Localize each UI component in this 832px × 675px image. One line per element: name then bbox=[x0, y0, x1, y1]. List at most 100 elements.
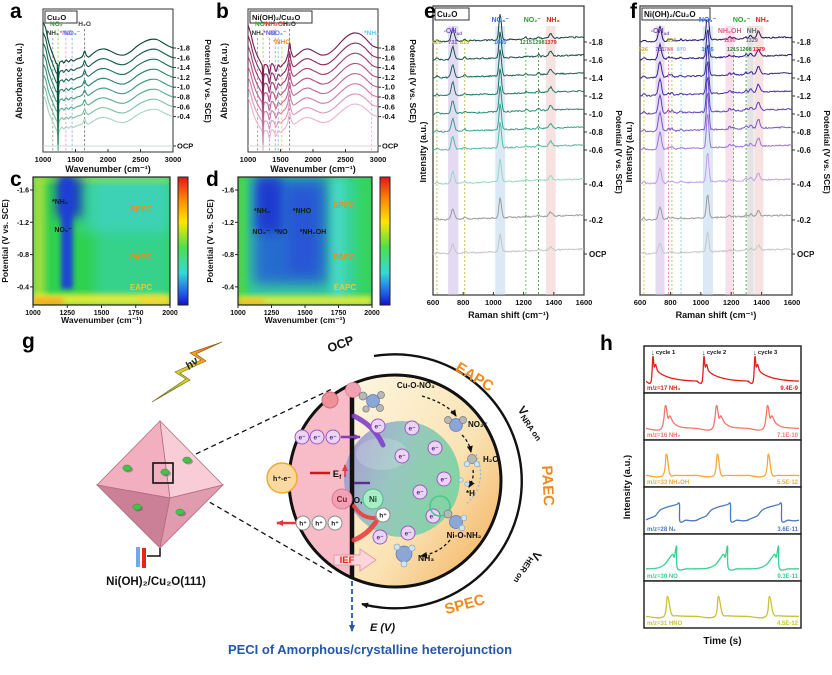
crystalline-half bbox=[288, 384, 352, 578]
spectrum-curve bbox=[248, 24, 378, 93]
x-tick-label: 1500 bbox=[272, 155, 289, 164]
x-tick-label: 2000 bbox=[364, 310, 380, 317]
molecule-atom bbox=[377, 391, 385, 399]
potential-label: OCP bbox=[797, 250, 815, 259]
no2-label: NO₂⁻ bbox=[468, 420, 488, 429]
panel-letter-a: a bbox=[10, 0, 22, 23]
highlight-band bbox=[448, 26, 459, 295]
heat-layer bbox=[238, 296, 372, 305]
ief-label: IEF bbox=[340, 555, 355, 566]
potential-label: OCP bbox=[177, 142, 193, 151]
x-axis-label: Wavenumber (cm⁻¹) bbox=[270, 164, 355, 174]
arc-label-ocp: OCP bbox=[326, 333, 356, 355]
heat-layer bbox=[331, 177, 345, 297]
ms-row-label: m/z=17 NH₃ bbox=[647, 386, 681, 392]
arc-label-vher: VHER on bbox=[511, 548, 544, 588]
molecule-atom bbox=[366, 394, 380, 408]
species-label: H₂O bbox=[78, 21, 91, 28]
hole-circle bbox=[311, 515, 327, 531]
spectrum-curve bbox=[43, 21, 173, 112]
colorbar bbox=[379, 176, 391, 306]
spectrum-curve bbox=[433, 103, 584, 133]
heatmap-label: EAPC bbox=[334, 283, 356, 292]
wavenumber-label: 1379 bbox=[753, 47, 765, 53]
y-tick-label: -1.2 bbox=[222, 220, 234, 227]
fermi-label: Ef bbox=[333, 469, 342, 481]
potential-label: -1.6 bbox=[382, 53, 395, 62]
octahedron-face bbox=[96, 420, 171, 499]
hole-circle bbox=[375, 507, 391, 523]
heat-layer bbox=[289, 188, 317, 273]
ief-arrow bbox=[333, 548, 377, 572]
wavenumber-label: 810 bbox=[460, 40, 469, 46]
potential-label: -0.6 bbox=[589, 146, 603, 155]
potential-label: -1.8 bbox=[797, 38, 811, 47]
highlight-band bbox=[725, 26, 734, 295]
ni-o-nh2-label: Ni-O-NH₂ bbox=[447, 531, 482, 540]
ni-ring bbox=[429, 495, 451, 517]
ms-trace bbox=[645, 545, 800, 571]
spectrum-curve bbox=[433, 122, 584, 151]
molecule-atom bbox=[460, 514, 468, 522]
electrode-label: Ni(OH)₂/Cu₂O(111) bbox=[106, 576, 206, 588]
spectrum-curve bbox=[433, 49, 584, 79]
heatmap-label: NO₂⁻ bbox=[252, 229, 270, 236]
molecule-atom bbox=[458, 477, 464, 483]
title-box bbox=[44, 10, 78, 24]
x-tick-label: 1600 bbox=[576, 298, 593, 307]
arc-label-eapc: EAPC bbox=[452, 359, 496, 396]
molecule-atom bbox=[464, 481, 470, 487]
x-axis-label: Wavenumber (cm⁻¹) bbox=[61, 315, 142, 324]
x-tick-label: 1750 bbox=[128, 310, 144, 317]
spectrum-curve bbox=[640, 61, 792, 98]
wavenumber-label: 1045 bbox=[702, 47, 714, 53]
potential-label: -0.4 bbox=[797, 180, 811, 189]
ms-row-label: m/z=31 HNO bbox=[647, 621, 683, 627]
curves bbox=[640, 10, 792, 255]
spectrum-curve bbox=[433, 197, 584, 221]
species-label: 1329 bbox=[746, 38, 758, 44]
heatmap-label: SPEC bbox=[333, 201, 355, 210]
potential-label: -1.0 bbox=[589, 110, 603, 119]
panel-c-heatmap: *NH₂ NO₂⁻ SPEC PAEC EAPC -1.6 -1.2 -0.8 -0.4 1000… bbox=[0, 176, 189, 324]
electron-label: e⁻ bbox=[398, 453, 406, 460]
species-label: -OHad bbox=[444, 28, 462, 37]
h-shuttle-path bbox=[465, 453, 482, 505]
ms-row-label: m/z=16 NH₂ bbox=[647, 433, 681, 439]
x-axis-label: Raman shift (cm⁻¹) bbox=[468, 310, 549, 320]
x-tick-label: 800 bbox=[664, 298, 677, 307]
heat-layer bbox=[61, 177, 73, 289]
heatmap-layers bbox=[238, 177, 372, 305]
species-label: *NH₂ bbox=[364, 30, 379, 37]
potential-label: -1.0 bbox=[797, 110, 811, 119]
highlight-band bbox=[655, 26, 665, 295]
potential-label: -1.6 bbox=[177, 53, 190, 62]
potential-label: -0.6 bbox=[177, 102, 190, 111]
species-label: NH₃ bbox=[546, 17, 559, 24]
wavenumber-label: 1215 bbox=[520, 40, 532, 46]
heatmap-label: EAPC bbox=[130, 283, 152, 292]
molecule-atom bbox=[362, 405, 370, 413]
ms-row-value: 9.3E-11 bbox=[777, 574, 798, 580]
spectrum-curve bbox=[640, 10, 792, 43]
highlight-band bbox=[702, 26, 713, 295]
x-tick-label: 1000 bbox=[240, 155, 257, 164]
potential-label: -1.4 bbox=[177, 63, 191, 72]
species-label: 1190 bbox=[724, 38, 736, 44]
highlight-band bbox=[545, 26, 556, 295]
x-axis-label: Wavenumber (cm⁻¹) bbox=[65, 164, 150, 174]
x-tick-label: 1500 bbox=[67, 155, 84, 164]
x-tick-label: 1000 bbox=[485, 298, 502, 307]
electron-label: e⁻ bbox=[376, 534, 384, 541]
species-label: NH₂ bbox=[747, 28, 760, 35]
x-tick-label: 1000 bbox=[692, 298, 709, 307]
x-tick-label: 1500 bbox=[297, 310, 313, 317]
x-tick-label: 1200 bbox=[723, 298, 740, 307]
species-label: -OHad bbox=[651, 28, 669, 37]
electron-circle bbox=[412, 484, 428, 500]
heatmap-label: *NO bbox=[274, 229, 288, 236]
molecule-atom bbox=[358, 391, 368, 401]
heat-layer bbox=[33, 177, 45, 305]
spectrum-curve bbox=[433, 233, 584, 256]
